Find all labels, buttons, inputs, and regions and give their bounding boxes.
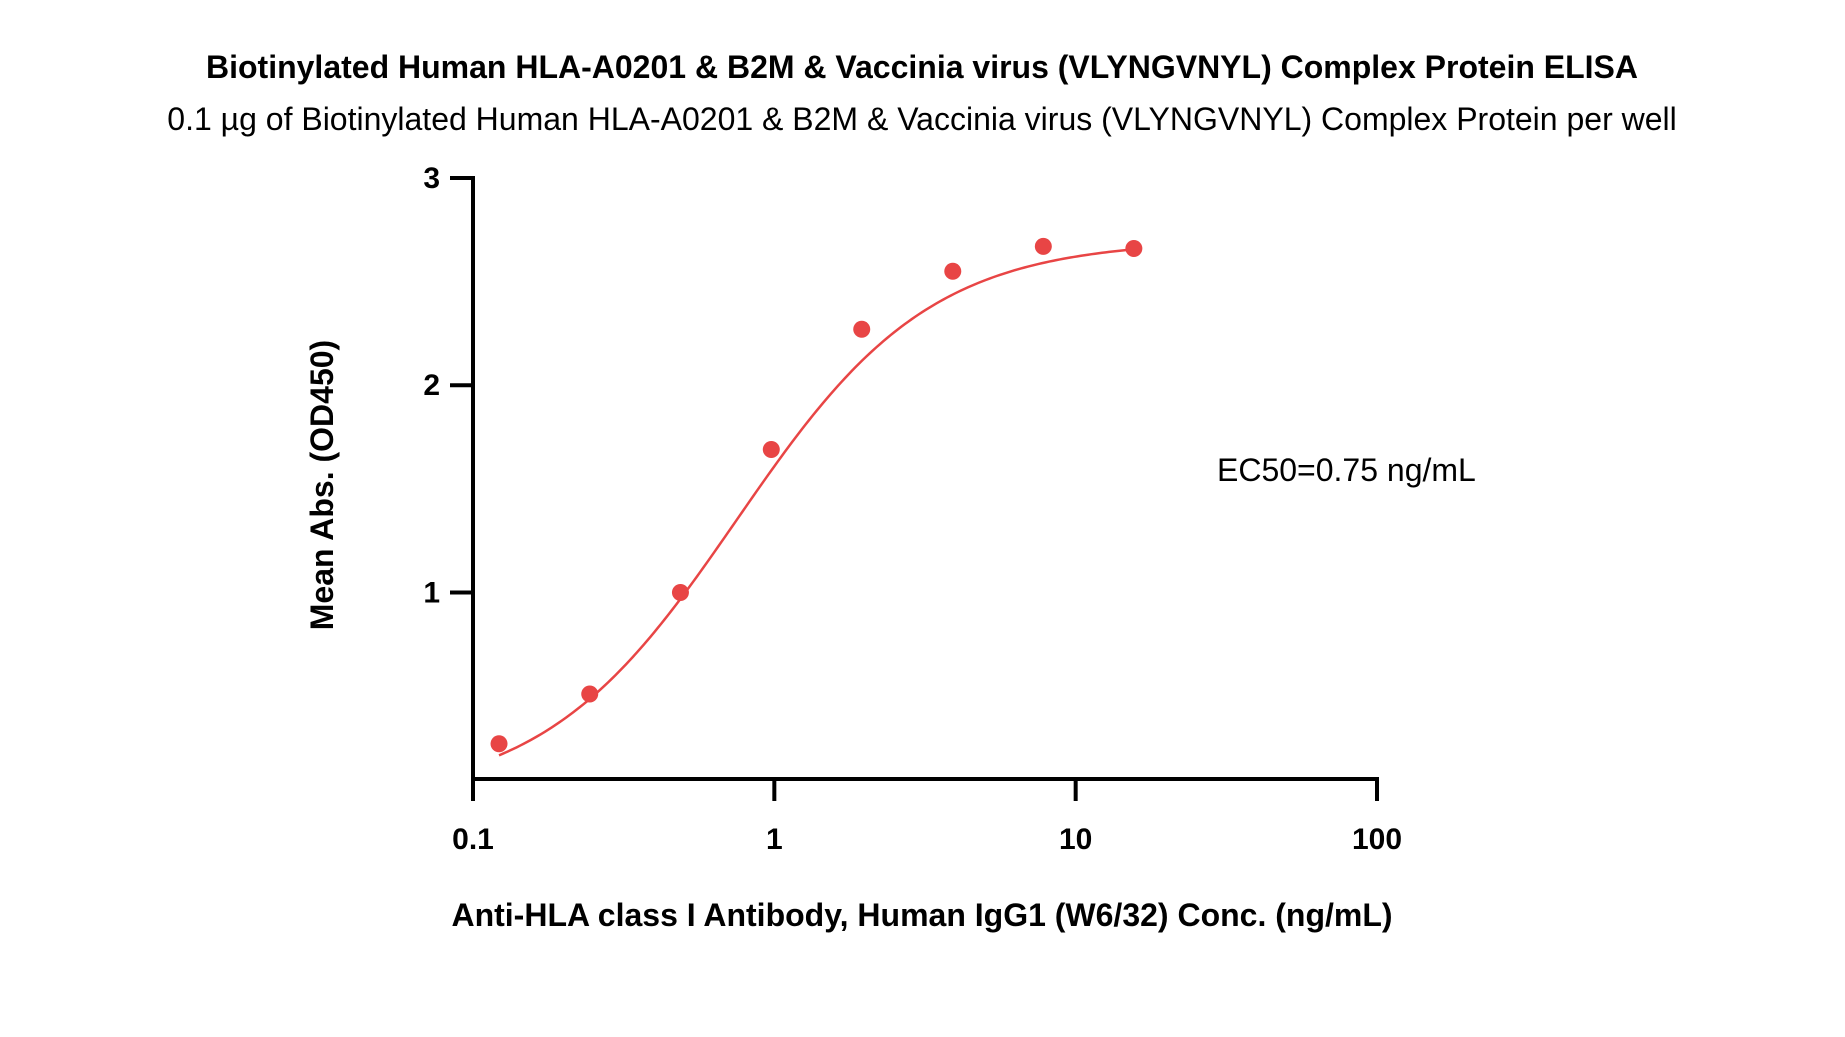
fit-curve [498, 248, 1134, 757]
y-axis-label: Mean Abs. (OD450) [304, 340, 340, 630]
data-point [581, 685, 599, 703]
data-point [944, 262, 962, 280]
chart-subtitle: 0.1 µg of Biotinylated Human HLA-A0201 &… [167, 101, 1676, 137]
data-point [490, 735, 508, 753]
ec50-annotation: EC50=0.75 ng/mL [1217, 452, 1476, 488]
y-tick-label: 1 [423, 576, 440, 609]
data-point [762, 440, 780, 458]
y-tick-label: 3 [423, 162, 440, 195]
data-point [1125, 239, 1143, 257]
x-axis-label: Anti-HLA class I Antibody, Human IgG1 (W… [451, 897, 1392, 933]
x-tick-label: 100 [1352, 823, 1402, 856]
data-point [671, 583, 689, 601]
x-tick-label: 0.1 [452, 823, 494, 856]
data-point [1034, 237, 1052, 255]
x-tick-label: 10 [1059, 823, 1092, 856]
plot-area: 1 2 3 0.1 1 10 100 [423, 162, 1402, 856]
chart-title: Biotinylated Human HLA-A0201 & B2M & Vac… [206, 49, 1638, 85]
x-tick-label: 1 [766, 823, 783, 856]
y-tick-label: 2 [423, 369, 440, 402]
data-point [853, 320, 871, 338]
